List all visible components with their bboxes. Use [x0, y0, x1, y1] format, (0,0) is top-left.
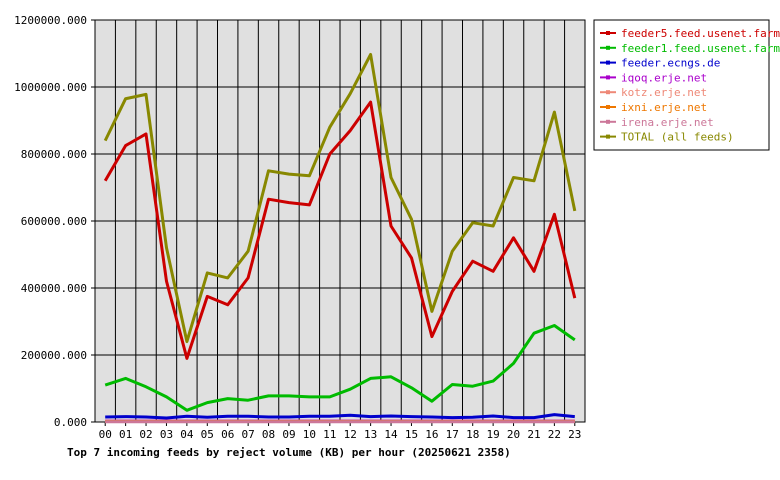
- x-tick-label: 07: [242, 428, 255, 441]
- legend-box: [593, 19, 770, 151]
- x-tick-label: 14: [384, 428, 398, 441]
- legend-marker: [606, 31, 610, 35]
- x-tick-label: 05: [201, 428, 214, 441]
- x-tick-label: 10: [303, 428, 316, 441]
- x-tick-label: 13: [364, 428, 377, 441]
- y-tick-label: 0.000: [54, 416, 87, 429]
- legend-marker: [606, 45, 610, 50]
- x-tick-label: 20: [507, 428, 520, 441]
- x-tick-label: 00: [99, 428, 112, 441]
- x-tick-label: 06: [221, 428, 234, 441]
- legend-marker: [606, 119, 610, 124]
- legend-marker: [606, 60, 610, 65]
- legend-marker: [606, 105, 610, 109]
- legend: feeder5.feed.usenet.farm feeder1.feed.use…: [593, 19, 780, 151]
- x-tick-label: 19: [487, 428, 500, 441]
- y-tick-label: 400000.000: [21, 282, 87, 295]
- legend-marker: [606, 90, 610, 95]
- x-tick-label: 21: [527, 428, 540, 441]
- y-tick-label: 600000.000: [21, 215, 87, 228]
- x-tick-label: 11: [323, 428, 336, 441]
- y-tick-label: 1000000.000: [14, 81, 87, 94]
- legend-label: iqoq.erje.net: [621, 71, 707, 84]
- legend-label: feeder.ecngs.de: [621, 57, 720, 70]
- legend-label: irena.erje.net: [621, 116, 714, 129]
- x-tick-label: 12: [344, 428, 357, 441]
- legend-marker: [606, 75, 610, 80]
- x-tick-label: 08: [262, 428, 275, 441]
- x-tick-label: 23: [568, 428, 581, 441]
- grid-lines: [95, 20, 585, 422]
- x-tick-label: 15: [405, 428, 418, 441]
- legend-label: feeder5.feed.usenet.farm: [621, 27, 780, 40]
- series-line-2: [104, 324, 576, 412]
- y-tick-label: 1200000.000: [14, 14, 87, 27]
- legend-label: kotz.erje.net: [621, 86, 707, 99]
- legend-label: TOTAL (all feeds): [621, 131, 734, 144]
- x-tick-label: 18: [466, 428, 479, 441]
- y-tick-label: 200000.000: [21, 349, 87, 362]
- series-line-1: [103, 100, 577, 360]
- x-tick-label: 22: [548, 428, 561, 441]
- series-line-8: [103, 53, 577, 344]
- y-axis-ticks: 0.000 200000.000 400000.000 600000.000 80000…: [14, 14, 95, 429]
- x-axis-ticks: 00 01 02 03 04 05 06 07 08 09 10 11 12 13 14 15 16 17 18 19…: [99, 422, 581, 441]
- legend-label: ixni.erje.net: [621, 101, 707, 114]
- legend-label: feeder1.feed.usenet.farm: [621, 42, 780, 55]
- x-tick-label: 16: [425, 428, 438, 441]
- x-tick-label: 17: [446, 428, 459, 441]
- x-tick-label: 09: [282, 428, 295, 441]
- chart-title: Top 7 incoming feeds by reject volume (K…: [67, 446, 511, 459]
- x-tick-label: 04: [180, 428, 194, 441]
- legend-marker: [606, 134, 610, 139]
- series-line-3: [105, 413, 575, 420]
- x-tick-label: 01: [119, 428, 132, 441]
- x-tick-label: 03: [160, 428, 173, 441]
- x-tick-label: 02: [139, 428, 152, 441]
- series-lines: [103, 53, 577, 424]
- y-tick-label: 800000.000: [21, 148, 87, 161]
